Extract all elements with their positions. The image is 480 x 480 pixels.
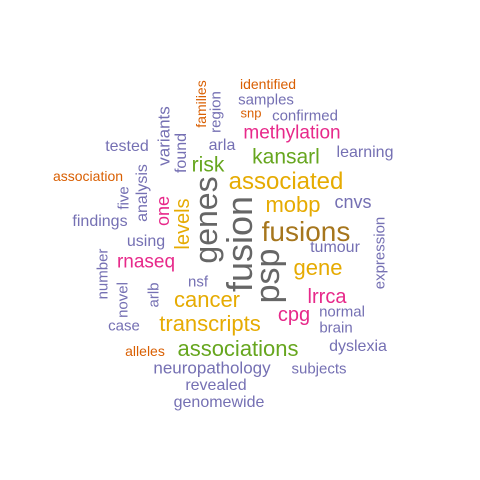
word-number: number [94, 248, 112, 300]
word-genomewide: genomewide [173, 394, 265, 411]
word-identified: identified [239, 76, 297, 92]
word-findings: findings [72, 213, 128, 230]
word-analysis: analysis [134, 164, 151, 222]
word-neuropathology: neuropathology [153, 358, 271, 378]
word-dyslexia: dyslexia [329, 338, 387, 355]
word-mobp: mobp [265, 192, 321, 217]
word-cpg: cpg [277, 304, 311, 326]
word-case: case [108, 317, 140, 335]
word-fusions: fusions [261, 216, 351, 247]
word-using: using [126, 233, 166, 250]
word-nsf: nsf [187, 273, 209, 291]
word-psp: psp [249, 248, 287, 304]
word-methylation: methylation [243, 122, 341, 144]
word-kansarl: kansarl [252, 145, 320, 169]
word-subjects: subjects [291, 360, 347, 378]
word-brain: brain [319, 319, 353, 337]
word-arla: arla [208, 137, 236, 154]
word-variants: variants [154, 106, 174, 166]
word-confirmed: confirmed [272, 107, 338, 125]
word-cnvs: cnvs [334, 192, 372, 212]
word-genes: genes [188, 176, 224, 264]
word-rnaseq: rnaseq [116, 251, 176, 273]
word-five: five [115, 186, 133, 210]
word-gene: gene [293, 255, 343, 280]
word-association: association [52, 168, 124, 184]
word-tumour: tumour [310, 239, 360, 256]
word-region: region [207, 91, 225, 133]
word-expression: expression [371, 216, 389, 290]
word-novel: novel [114, 282, 132, 318]
word-associated: associated [228, 168, 344, 195]
word-families: families [193, 80, 209, 128]
word-samples: samples [238, 91, 294, 109]
word-transcripts: transcripts [159, 311, 261, 336]
word-alleles: alleles [125, 343, 165, 359]
word-learning: learning [336, 144, 394, 161]
word-risk: risk [191, 153, 225, 177]
word-levels: levels [172, 198, 194, 250]
word-one: one [153, 195, 173, 227]
word-cancer: cancer [173, 287, 241, 312]
word-arlb: arlb [145, 282, 163, 308]
word-lrrca: lrrca [307, 286, 347, 308]
word-revealed: revealed [185, 377, 247, 394]
word-associations: associations [177, 336, 299, 361]
word-tested: tested [105, 138, 149, 155]
word-normal: normal [319, 303, 365, 321]
word-found: found [173, 132, 190, 174]
word-snp: snp [240, 105, 262, 121]
